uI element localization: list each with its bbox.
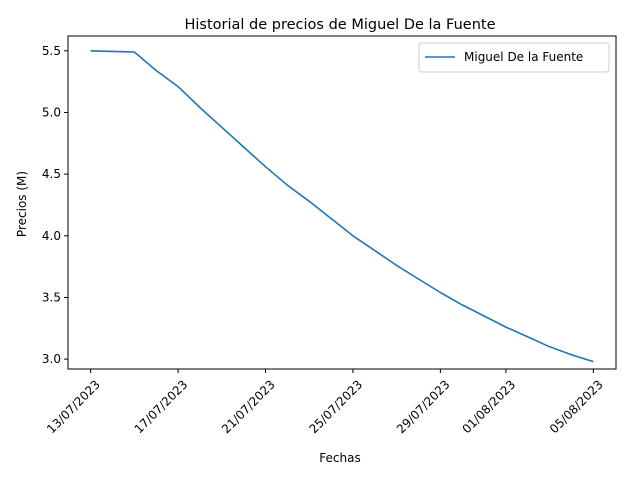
series-line-miguel-de-la-fuente [90,50,594,363]
chart-title: Historial de precios de Miguel De la Fue… [185,17,496,33]
y-axis-label: Precios (M) [15,171,29,237]
x-tick-label: 13/07/2023 [44,377,103,436]
x-tick-label: 17/07/2023 [132,377,191,436]
x-tick-label: 01/08/2023 [459,377,518,436]
legend-label: Miguel De la Fuente [464,50,583,64]
x-tick-label: 05/08/2023 [547,377,606,436]
y-tick-label: 5.5 [42,44,61,58]
x-axis-label: Fechas [319,451,360,465]
y-axis: 3.0 3.5 4.0 4.5 5.0 5.5 [42,44,68,366]
x-tick-label: 25/07/2023 [306,377,365,436]
x-axis: 13/07/2023 17/07/2023 21/07/2023 25/07/2023… [44,369,606,436]
plot-area-frame [67,35,617,370]
x-tick-label: 29/07/2023 [394,377,453,436]
legend-box [418,42,610,73]
y-tick-label: 3.0 [42,352,61,366]
legend: Miguel De la Fuente [418,42,610,73]
y-tick-label: 4.5 [42,167,61,181]
y-tick-label: 5.0 [42,105,61,119]
y-tick-label: 3.5 [42,290,61,304]
y-tick-label: 4.0 [42,229,61,243]
x-tick-label: 21/07/2023 [219,377,278,436]
